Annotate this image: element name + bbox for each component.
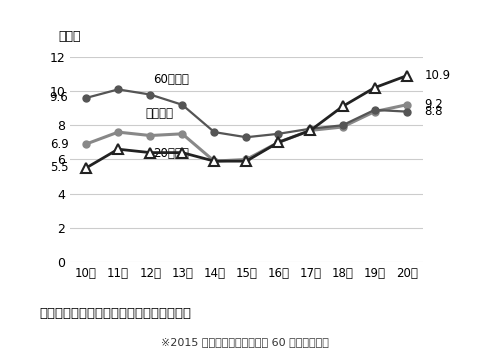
Text: 10.9: 10.9 xyxy=(424,69,450,82)
Text: 全体平均: 全体平均 xyxy=(146,107,173,120)
Text: 【市区町村の年代別魅力度平均点の推移】: 【市区町村の年代別魅力度平均点の推移】 xyxy=(39,307,191,320)
Text: 9.2: 9.2 xyxy=(424,98,443,111)
Text: ※2015 年単純集計結果は年代 60 代までの結果: ※2015 年単純集計結果は年代 60 代までの結果 xyxy=(161,337,329,347)
Text: 20代平均: 20代平均 xyxy=(153,147,189,160)
Text: 5.5: 5.5 xyxy=(50,162,69,174)
Text: 9.6: 9.6 xyxy=(49,91,69,104)
Text: 6.9: 6.9 xyxy=(49,137,69,151)
Text: 60代平均: 60代平均 xyxy=(153,73,189,85)
Text: （点）: （点） xyxy=(59,30,81,43)
Text: 8.8: 8.8 xyxy=(424,105,443,118)
